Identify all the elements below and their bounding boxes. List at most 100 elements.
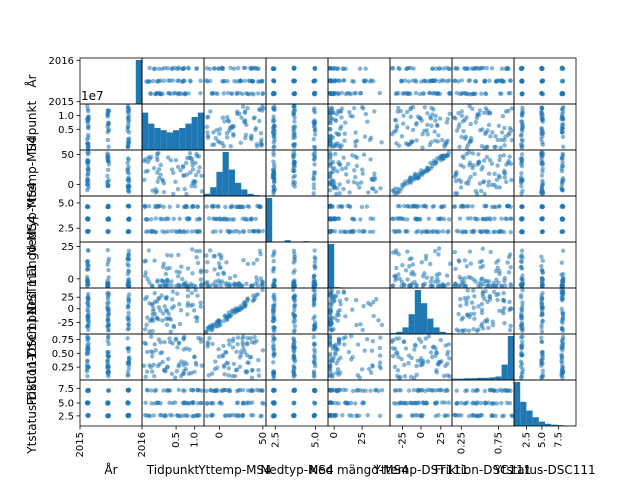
- scatter-point: [461, 279, 467, 285]
- cell-0-1: [144, 65, 203, 97]
- scatter-point: [311, 283, 316, 289]
- scatter-point: [445, 413, 451, 418]
- scatter-point: [397, 276, 403, 282]
- scatter-point: [379, 387, 385, 393]
- histogram-bar: [216, 171, 223, 196]
- scatter-point: [442, 400, 448, 405]
- cell-3-4: [327, 203, 376, 235]
- scatter-point: [473, 119, 479, 125]
- cell-2-6: [452, 150, 514, 197]
- scatter-point: [519, 163, 525, 169]
- scatter-point: [420, 132, 425, 137]
- scatter-point: [176, 252, 181, 258]
- scatter-point: [198, 304, 203, 309]
- col-tick-label: -25: [397, 432, 408, 448]
- scatter-point: [470, 401, 475, 406]
- scatter-point: [189, 229, 195, 234]
- scatter-point: [167, 400, 172, 406]
- scatter-point: [377, 360, 383, 365]
- scatter-point: [291, 135, 296, 141]
- scatter-point: [347, 190, 352, 195]
- scatter-point: [291, 111, 296, 117]
- cell-1-0: [84, 103, 132, 151]
- scatter-point: [150, 283, 155, 289]
- scatter-point: [479, 258, 485, 264]
- scatter-point: [311, 413, 317, 418]
- scatter-point: [220, 140, 225, 146]
- scatter-point: [539, 203, 544, 209]
- scatter-point: [84, 346, 90, 352]
- scatter-point: [343, 314, 348, 319]
- scatter-point: [158, 172, 163, 177]
- histogram-bar: [303, 241, 310, 242]
- col-tick-label: 25: [436, 432, 447, 445]
- scatter-point: [560, 334, 566, 340]
- histogram-bar: [421, 303, 428, 334]
- scatter-point: [423, 79, 429, 84]
- scatter-point: [379, 322, 385, 328]
- scatter-point: [249, 412, 254, 418]
- cell-3-5: [389, 203, 452, 235]
- scatter-point: [389, 339, 395, 344]
- scatter-point: [453, 266, 458, 272]
- scatter-point: [150, 78, 156, 84]
- scatter-point: [252, 295, 258, 301]
- scatter-point: [435, 123, 440, 129]
- scatter-point: [432, 279, 438, 284]
- cell-4-0: [84, 247, 132, 289]
- scatter-point: [519, 346, 524, 351]
- scatter-point: [502, 283, 508, 288]
- scatter-point: [168, 91, 174, 96]
- scatter-point: [208, 109, 213, 114]
- scatter-point: [377, 345, 383, 351]
- scatter-point: [395, 373, 400, 379]
- scatter-point: [460, 119, 466, 124]
- scatter-point: [311, 123, 317, 129]
- scatter-point: [240, 340, 245, 345]
- scatter-point: [231, 66, 237, 71]
- scatter-point: [171, 191, 176, 197]
- scatter-point: [447, 356, 452, 361]
- scatter-point: [370, 363, 375, 368]
- scatter-point: [232, 283, 237, 289]
- scatter-point: [370, 186, 375, 191]
- scatter-point: [441, 66, 446, 71]
- col-tick-label: 5.0: [537, 432, 548, 448]
- scatter-point: [190, 163, 195, 168]
- scatter-point: [331, 344, 336, 349]
- scatter-point: [327, 187, 333, 193]
- scatter-point: [559, 166, 564, 171]
- scatter-point: [225, 118, 231, 123]
- scatter-point: [405, 125, 410, 130]
- scatter-point: [194, 66, 199, 71]
- scatter-point: [105, 400, 110, 405]
- scatter-point: [483, 204, 489, 209]
- scatter-point: [221, 271, 227, 276]
- scatter-point: [241, 229, 246, 234]
- y-variable-label: Ytstatus-DSC111: [25, 352, 39, 454]
- scatter-point: [183, 160, 189, 166]
- scatter-point: [414, 363, 419, 369]
- scatter-point: [235, 65, 241, 71]
- scatter-point: [519, 92, 525, 97]
- scatter-point: [152, 401, 157, 406]
- scatter-point: [486, 179, 491, 184]
- scatter-point: [341, 78, 346, 83]
- scatter-point: [374, 387, 379, 393]
- scatter-point: [162, 217, 168, 222]
- scatter-point: [519, 216, 524, 221]
- scatter-point: [474, 388, 479, 393]
- scatter-point: [171, 324, 177, 330]
- scatter-point: [331, 110, 336, 116]
- scatter-point: [560, 348, 565, 353]
- scatter-point: [271, 316, 277, 321]
- scatter-point: [169, 283, 174, 288]
- scatter-point: [85, 114, 91, 120]
- scatter-point: [520, 125, 525, 131]
- scatter-point: [144, 349, 150, 355]
- cell-0-4: [327, 65, 382, 97]
- scatter-point: [437, 359, 442, 365]
- scatter-point: [156, 175, 162, 181]
- scatter-point: [195, 260, 201, 266]
- cell-3-0: [84, 203, 132, 235]
